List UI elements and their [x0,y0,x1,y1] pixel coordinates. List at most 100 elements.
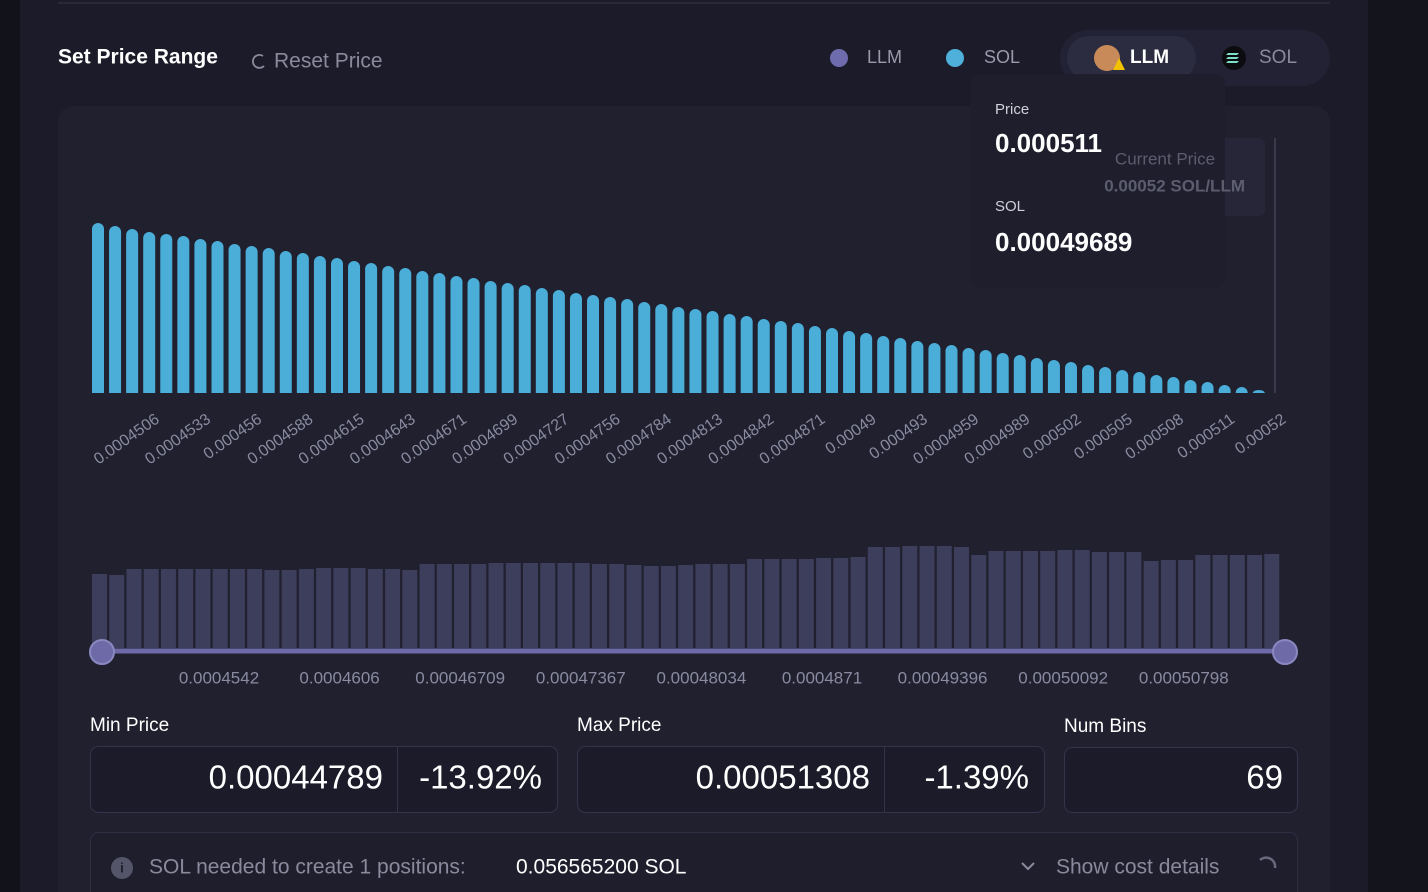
tooltip-label: Price [995,101,1029,118]
reset-label[interactable]: Reset Price [274,50,383,73]
bar [313,256,326,393]
bar [109,575,125,648]
bar [382,266,395,393]
bar [1057,550,1073,648]
range-tick-label: 0.0004606 [299,668,379,687]
bar [936,546,952,648]
bar [126,229,139,393]
input-value[interactable]: 0.00051308 [696,759,870,796]
bar [1229,555,1245,648]
bar [574,563,590,648]
cost-label: SOL needed to create 1 positions: [149,856,466,879]
input-percent[interactable]: -1.39% [924,759,1029,796]
bar [1040,551,1056,648]
toggle-sol[interactable]: SOL [1222,46,1297,70]
input-value[interactable]: 0.00044789 [209,759,383,796]
bar [643,566,659,648]
bar [781,559,797,648]
bar [609,564,625,648]
bar [557,563,573,648]
bar [902,546,918,648]
legend-label: LLM [867,47,902,67]
legend-label: SOL [984,47,1020,67]
num-bins-input[interactable] [1064,747,1298,813]
sol-icon-stripes [1226,53,1239,63]
input-value[interactable]: 69 [1246,759,1283,796]
bar [229,569,245,648]
bar [928,343,941,393]
bar [996,353,1009,393]
tooltip-label: SOL [995,198,1025,215]
range-tick-label: 0.00048034 [656,668,746,687]
tooltip-value: 0.000511 [995,128,1102,158]
bar [348,261,361,393]
bar [194,239,207,393]
reset-icon [252,54,265,69]
bar [333,568,349,648]
bar [126,569,142,648]
bar [1235,387,1248,393]
bar [1109,552,1125,648]
bar [385,569,401,648]
cost-details-toggle[interactable]: Show cost details [1021,856,1219,879]
range-handle-max[interactable] [1272,639,1298,665]
bar [695,564,711,648]
bar [1201,382,1214,393]
bar [228,244,241,393]
bar [591,564,607,648]
toggle-label[interactable]: SOL [1259,47,1297,68]
bar [757,319,770,393]
bar [1218,385,1231,393]
range-tick-label: 0.00046709 [415,668,505,687]
bar [808,326,821,393]
bar [1160,560,1176,648]
bar [523,563,538,648]
bar [1167,377,1180,393]
toggle-label[interactable]: LLM [1130,47,1169,68]
bar [177,236,190,393]
bar [1195,555,1211,648]
bar [535,288,548,393]
bar [747,559,763,648]
bar [467,278,480,393]
bar [436,564,452,648]
info-icon-glyph: i [120,860,124,876]
bar [798,559,814,648]
input-label: Min Price [90,715,169,736]
bar [850,557,866,648]
input-percent[interactable]: -13.92% [419,759,542,796]
bar [638,302,651,393]
bar [330,258,343,393]
bar [833,558,849,648]
bar [298,569,314,648]
section-title: Set Price Range [58,46,218,69]
bar [450,276,463,393]
min-price-input[interactable] [90,746,558,813]
bar [1074,550,1090,648]
toggle-active-bg[interactable] [1067,36,1196,80]
bar [212,569,228,648]
bar [484,281,497,393]
range-handle-min[interactable] [89,639,115,665]
bar [764,559,780,648]
bar [1184,380,1197,393]
reset-button[interactable]: Reset Price [252,50,383,73]
bar [1082,365,1095,393]
cost-details-label[interactable]: Show cost details [1056,856,1219,879]
bar [488,563,504,648]
bar [160,234,173,393]
toggle-llm[interactable]: LLM [1067,36,1196,80]
max-price-input[interactable] [577,746,1045,813]
bar [552,290,565,393]
bar [143,232,156,393]
bar [729,564,745,648]
bar [1126,552,1142,648]
bar [367,569,383,648]
range-tick-label: 0.0004542 [179,668,259,687]
bar [1064,362,1077,393]
bar [860,333,873,393]
bar [988,551,1004,648]
legend-dot [830,49,848,67]
bar [885,547,901,648]
bar [281,570,297,648]
